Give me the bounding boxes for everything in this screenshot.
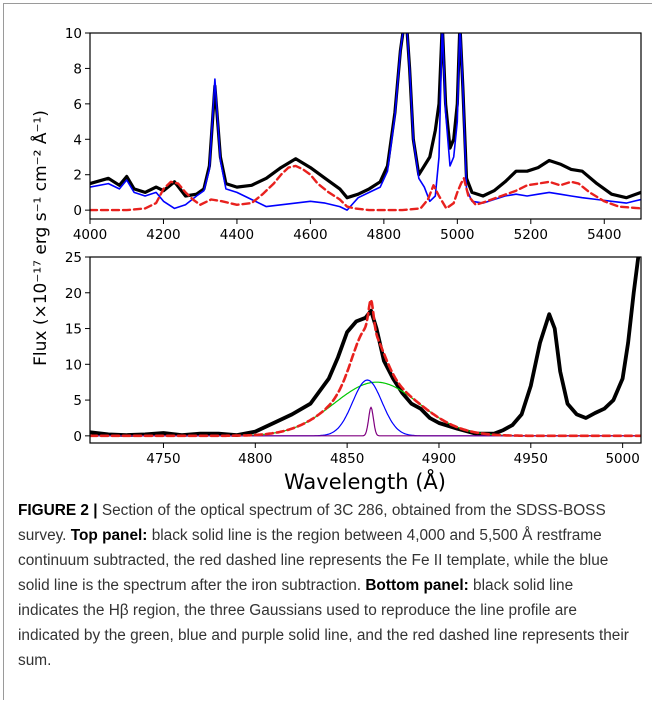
- x-axis-label: Wavelength (Å): [284, 468, 446, 494]
- x-tick-label: 5000: [440, 227, 474, 243]
- series-spectrum-continuum-subtracted: [90, 33, 641, 200]
- caption-intro: Section of the optical spectrum of 3C 28…: [18, 502, 606, 544]
- x-tick-label: 5200: [514, 227, 548, 243]
- frame-top-rule: [3, 3, 652, 4]
- x-tick-label: 4600: [293, 227, 327, 243]
- y-tick-label: 10: [65, 357, 82, 373]
- frame-left-rule: [3, 3, 4, 700]
- y-tick-label: 5: [73, 393, 82, 409]
- series-h-beta-region: [90, 257, 641, 437]
- top-panel: 4000 4200 4400 4600 4800 5000 5200 5400 0 2 4 6 8 10: [65, 26, 642, 243]
- series-gaussian-sum: [90, 298, 641, 438]
- x-tick-label: 5000: [605, 451, 639, 467]
- y-tick-label: 2: [73, 168, 82, 184]
- x-tick-label: 4850: [330, 451, 364, 467]
- x-tick-label: 4900: [422, 451, 456, 467]
- x-tick-label: 4800: [367, 227, 401, 243]
- x-tick-label: 4400: [220, 227, 254, 243]
- y-tick-label: 15: [65, 322, 82, 338]
- plot-area: [90, 33, 641, 212]
- y-tick-label: 8: [73, 61, 82, 77]
- y-tick-label: 0: [73, 429, 82, 445]
- y-tick-label: 20: [65, 286, 82, 302]
- caption-bottom-heading: Bottom panel:: [365, 577, 469, 594]
- caption-label: FIGURE 2 |: [18, 502, 98, 519]
- x-tick-label: 4000: [73, 227, 107, 243]
- plot-area: [90, 257, 641, 438]
- series-fe-ii-template: [90, 164, 641, 212]
- x-tick-label: 4200: [146, 227, 180, 243]
- axes-frame: [89, 256, 642, 444]
- x-tick-label: 4750: [146, 451, 180, 467]
- y-tick-label: 25: [65, 250, 82, 266]
- bottom-panel: 4750 4800 4850 4900 4950 5000 0 5 10 15 20 25: [65, 250, 642, 467]
- series-gaussian-intermediate: [90, 379, 641, 437]
- y-tick-label: 4: [73, 132, 82, 148]
- series-spectrum-iron-subtracted: [90, 33, 641, 211]
- caption-top-text: black solid line is the region between 4…: [18, 527, 609, 594]
- series-gaussian-narrow: [90, 406, 641, 437]
- x-tick-label: 5400: [587, 227, 621, 243]
- y-tick-label: 0: [73, 203, 82, 219]
- x-tick-label: 4800: [238, 451, 272, 467]
- caption-bottom-text: black solid line indicates the Hβ region…: [18, 577, 629, 669]
- y-axis-label: Flux (×10⁻¹⁷ erg s⁻¹ cm⁻² Å⁻¹): [29, 110, 51, 366]
- y-tick-label: 10: [65, 26, 82, 42]
- x-tick-label: 4950: [514, 451, 548, 467]
- series-gaussian-broad: [90, 381, 641, 437]
- figure-caption: FIGURE 2 | Section of the optical spectr…: [18, 498, 636, 673]
- y-tick-label: 6: [73, 97, 82, 113]
- caption-top-heading: Top panel:: [70, 527, 148, 544]
- axes-frame: [89, 32, 642, 220]
- spectrum-figure: 4000 4200 4400 4600 4800 5000 5200 54000246810 …: [29, 26, 642, 494]
